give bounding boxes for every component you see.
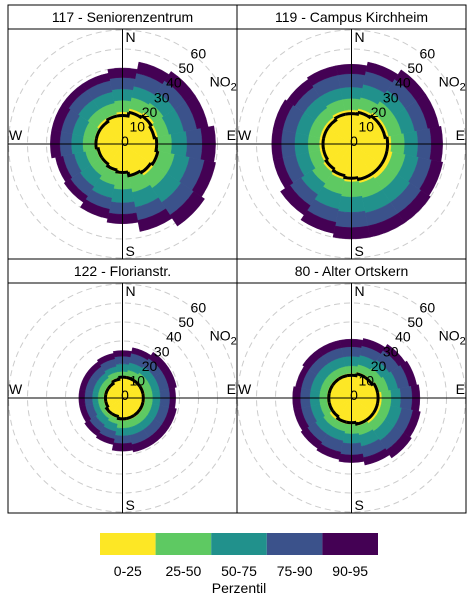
compass-label: S: [355, 243, 364, 259]
r-tick-label: 40: [166, 329, 182, 345]
r-tick-label: 0: [350, 133, 358, 149]
pollutant-sub: 2: [460, 336, 466, 348]
legend-swatch: [267, 533, 323, 555]
r-tick-label: 30: [383, 89, 399, 105]
r-tick-label: 10: [129, 118, 145, 134]
line-segment: [96, 139, 97, 149]
compass-label: W: [9, 127, 23, 143]
legend-label: 25-50: [165, 563, 201, 579]
compass-label: E: [456, 381, 465, 397]
r-tick-label: 60: [191, 300, 207, 316]
line-segment: [346, 112, 358, 114]
compass-label: W: [238, 381, 252, 397]
compass-label: E: [227, 127, 236, 143]
r-tick-label: 50: [407, 314, 423, 330]
r-tick-label: 30: [154, 89, 170, 105]
legend-label: 0-25: [114, 563, 142, 579]
panel-title: 80 - Alter Ortskern: [295, 263, 409, 279]
line-segment: [387, 137, 388, 151]
panel-title: 122 - Florianstr.: [74, 263, 171, 279]
r-tick-label: 0: [121, 387, 129, 403]
pollutant-sub: 2: [460, 82, 466, 94]
legend-label: 75-90: [277, 563, 313, 579]
legend-swatch: [322, 533, 378, 555]
r-tick-label: 50: [178, 60, 194, 76]
r-tick-label: 50: [407, 60, 423, 76]
line-segment: [378, 393, 379, 403]
compass-label: N: [355, 283, 365, 299]
compass-label: S: [126, 497, 135, 513]
r-tick-label: 10: [129, 372, 145, 388]
line-segment: [156, 137, 158, 151]
pollutant-name: NO: [439, 74, 460, 90]
r-tick-label: 20: [371, 358, 387, 374]
pollutant-sub: 2: [231, 82, 237, 94]
r-tick-label: 0: [350, 387, 358, 403]
r-tick-label: 0: [121, 133, 129, 149]
compass-label: W: [238, 127, 252, 143]
panel-title: 119 - Campus Kirchheim: [275, 9, 428, 25]
r-tick-label: 60: [420, 300, 436, 316]
legend-swatch: [211, 533, 267, 555]
compass-label: S: [355, 497, 364, 513]
r-tick-label: 60: [191, 46, 207, 62]
line-segment: [347, 374, 356, 376]
legend-label: 50-75: [221, 563, 257, 579]
compass-label: N: [355, 29, 365, 45]
r-tick-label: 10: [358, 372, 374, 388]
r-tick-label: 20: [371, 104, 387, 120]
pollutant-name: NO: [210, 74, 231, 90]
legend-swatch: [156, 533, 212, 555]
compass-label: N: [126, 283, 136, 299]
r-tick-label: 40: [395, 329, 411, 345]
r-tick-label: 60: [420, 46, 436, 62]
r-tick-label: 20: [142, 104, 158, 120]
panel-title: 117 - Seniorenzentrum: [52, 9, 193, 25]
line-segment: [323, 138, 324, 149]
compass-label: E: [456, 127, 465, 143]
r-tick-label: 50: [178, 314, 194, 330]
compass-label: S: [126, 243, 135, 259]
pollutant-name: NO: [210, 328, 231, 344]
compass-label: W: [9, 381, 23, 397]
pollutant-name: NO: [439, 328, 460, 344]
pollutant-sub: 2: [231, 336, 237, 348]
r-tick-label: 30: [154, 343, 170, 359]
legend-swatch: [100, 533, 156, 555]
r-tick-label: 30: [383, 343, 399, 359]
legend-title: Perzentil: [212, 580, 266, 596]
r-tick-label: 40: [166, 75, 182, 91]
r-tick-label: 20: [142, 358, 158, 374]
r-tick-label: 40: [395, 75, 411, 91]
compass-label: E: [227, 381, 236, 397]
legend-label: 90-95: [332, 563, 368, 579]
r-tick-label: 10: [358, 118, 374, 134]
compass-label: N: [126, 29, 136, 45]
